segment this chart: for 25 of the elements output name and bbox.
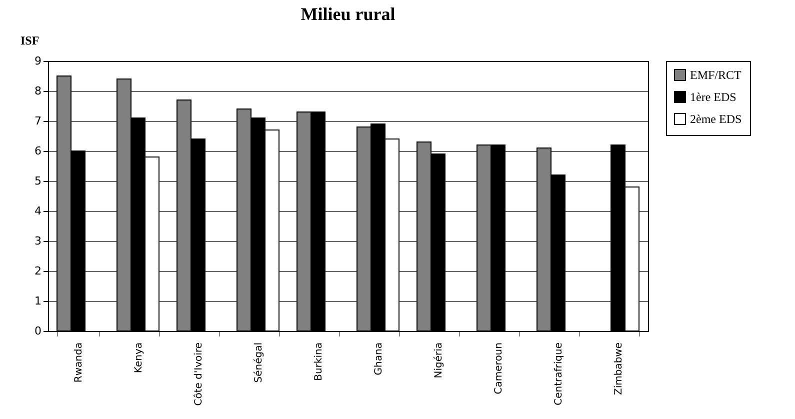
legend-label: 2ème EDS bbox=[690, 112, 742, 126]
y-tick-label: 1 bbox=[34, 294, 42, 308]
x-tick-label: Côte d'Ivoire bbox=[194, 342, 204, 406]
y-tick-label: 3 bbox=[34, 234, 42, 248]
x-tick-label: Centrafrique bbox=[554, 342, 564, 406]
y-tick-label: 0 bbox=[34, 324, 42, 338]
legend-label: 1ère EDS bbox=[690, 90, 736, 104]
y-tick-label: 4 bbox=[34, 204, 42, 218]
x-tick-label: Cameroun bbox=[494, 342, 504, 394]
y-tick-label: 2 bbox=[34, 264, 42, 278]
x-tick-label: Rwanda bbox=[74, 342, 84, 383]
y-tick-label: 5 bbox=[34, 174, 42, 188]
y-tick-label: 6 bbox=[34, 144, 42, 158]
y-tick-label: 7 bbox=[34, 114, 42, 128]
x-tick-label: Sénégal bbox=[254, 342, 264, 383]
chart-title: Milieu rural bbox=[300, 4, 396, 24]
x-tick-label: Kenya bbox=[134, 342, 144, 374]
legend-label: EMF/RCT bbox=[690, 68, 742, 82]
y-axis-title: ISF bbox=[20, 34, 40, 48]
x-tick-label: Ghana bbox=[374, 342, 384, 376]
y-tick-label: 8 bbox=[34, 84, 42, 98]
y-tick-label: 9 bbox=[34, 54, 42, 68]
x-tick-label: Zimbabwe bbox=[614, 342, 624, 396]
x-tick-label: Burkina bbox=[314, 342, 324, 381]
x-tick-label: Nigéria bbox=[434, 342, 444, 378]
